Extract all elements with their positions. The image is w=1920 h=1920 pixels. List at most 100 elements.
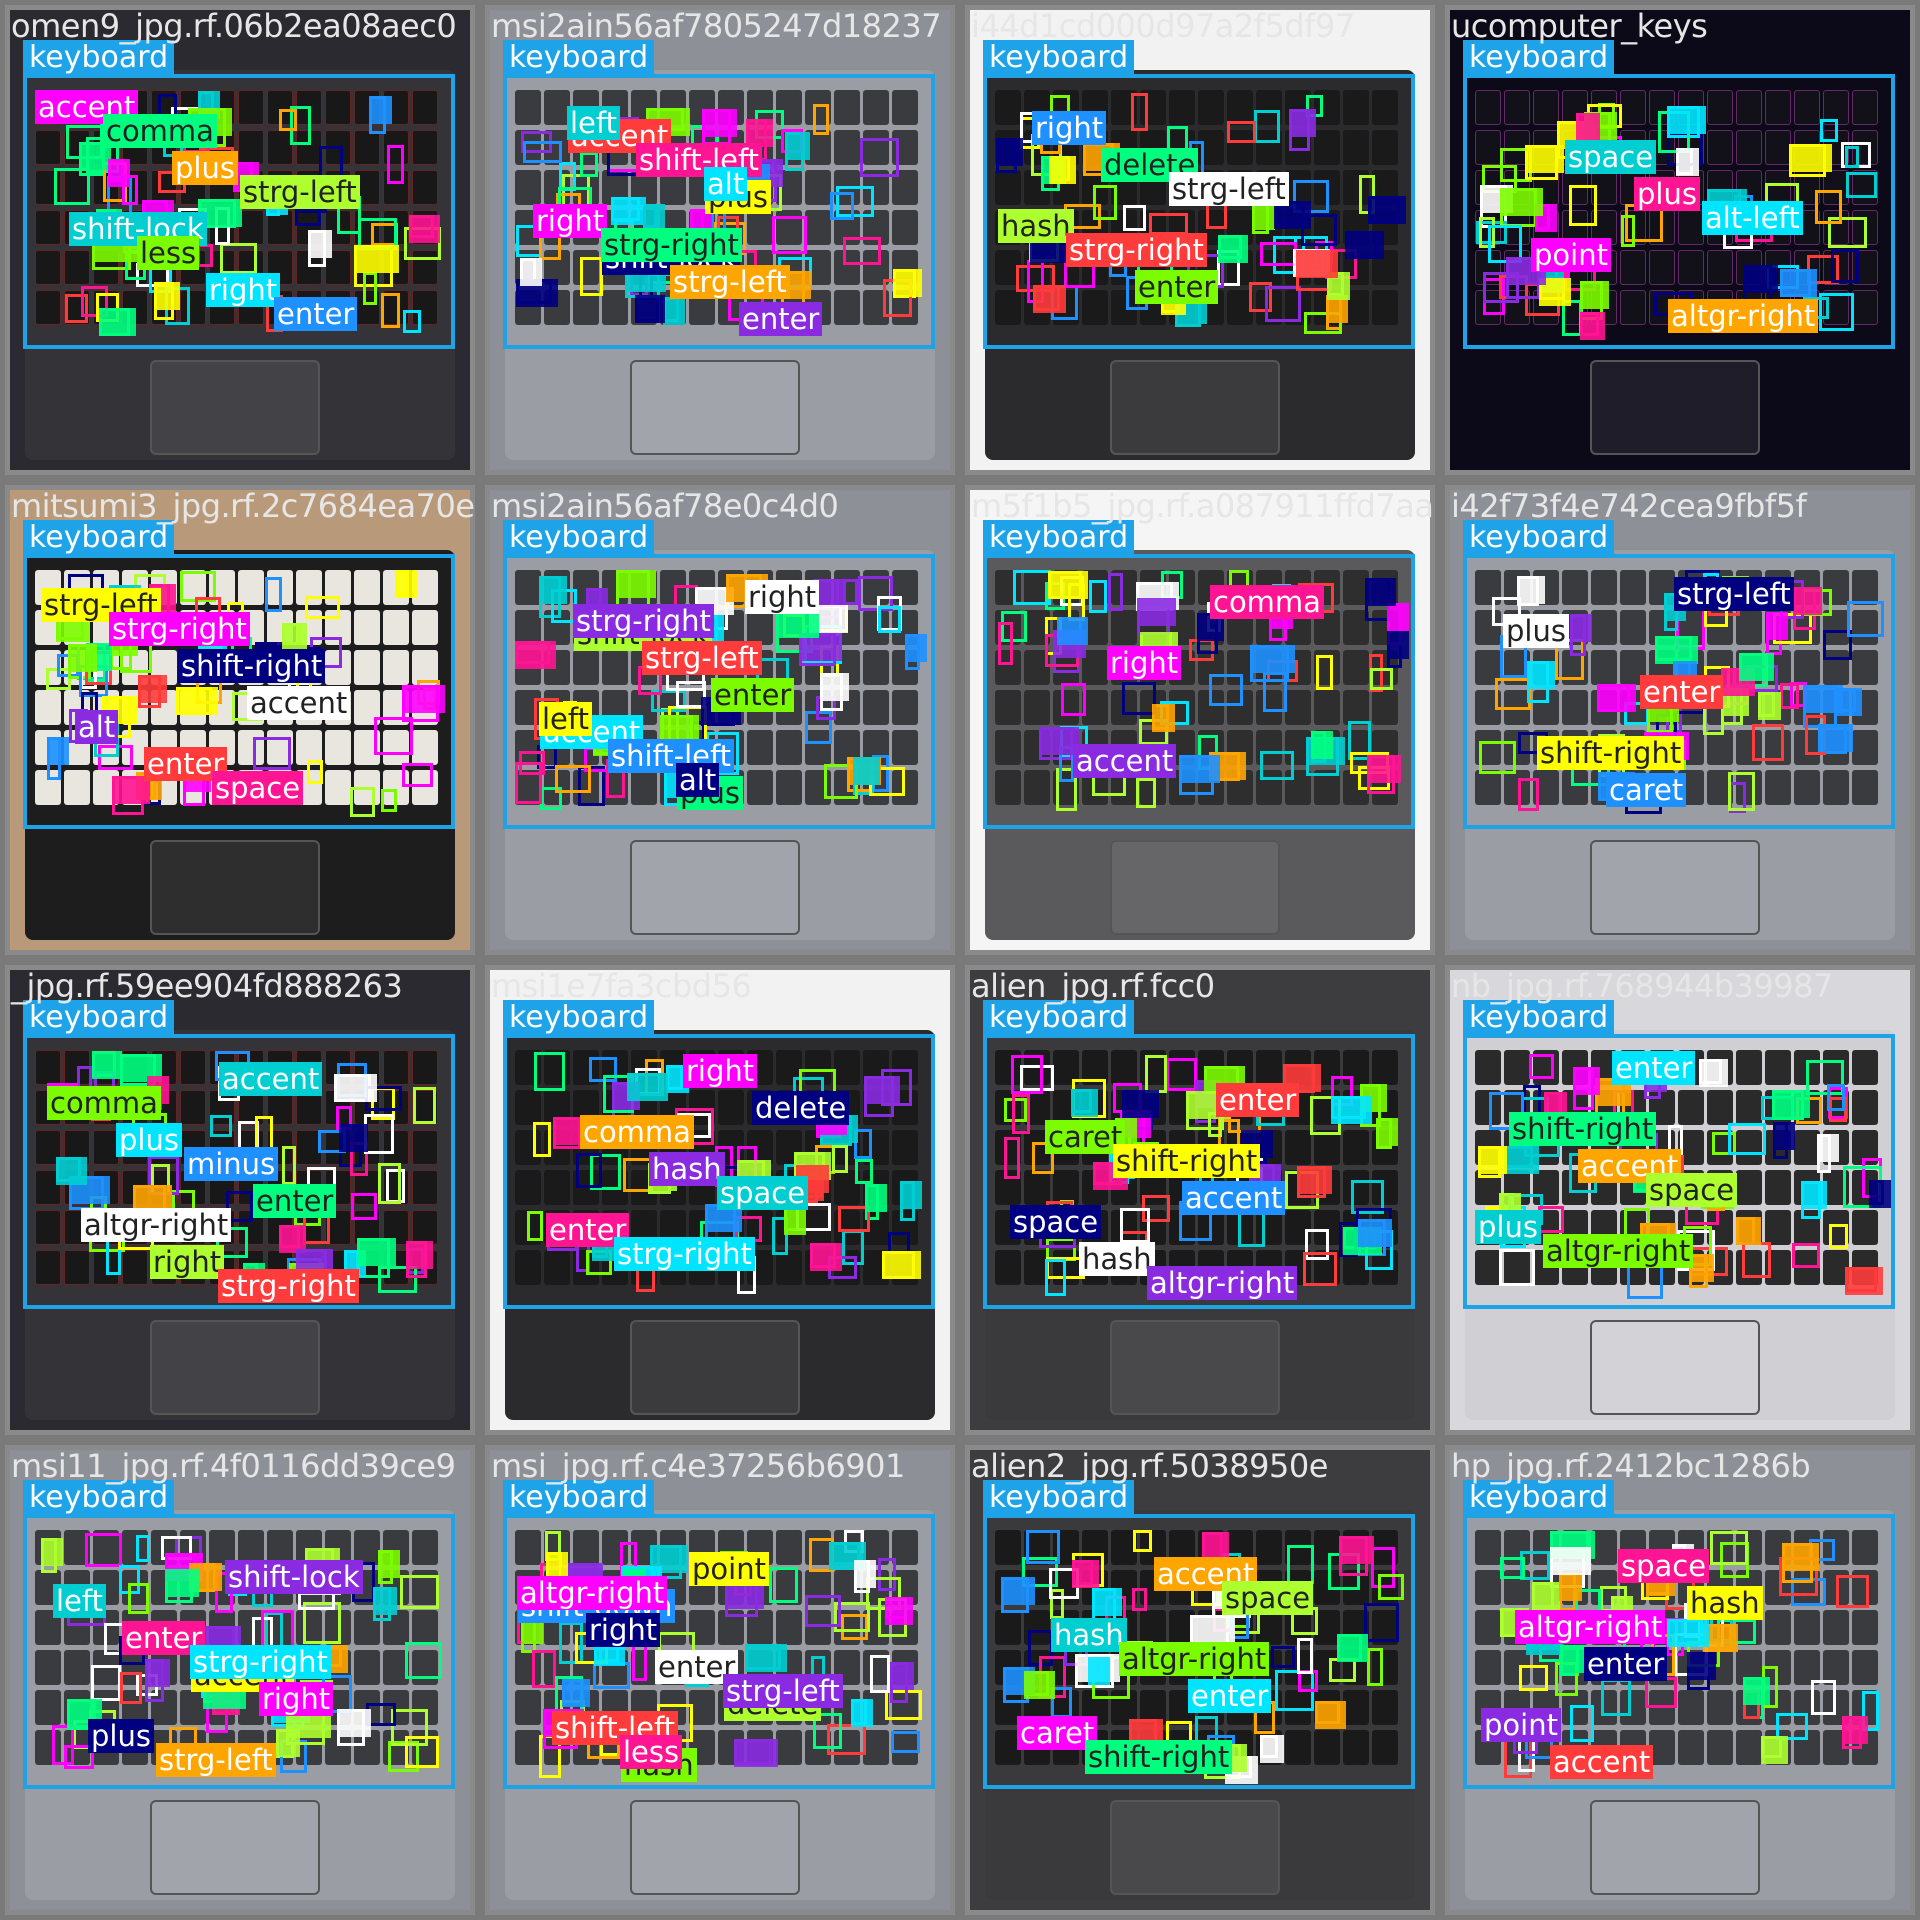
keyboard-label: keyboard <box>503 40 655 76</box>
key-label-delete: delete <box>752 1091 850 1125</box>
key-label-right: right <box>150 1245 225 1279</box>
image-filename: i44d1cd000d97a2f5df97 <box>971 7 1355 45</box>
key-label-left: left <box>539 702 592 736</box>
keycap <box>35 290 61 325</box>
key-detection-box <box>1831 249 1859 283</box>
key-detection-tag <box>334 1074 377 1102</box>
key-label-shift-right: shift-right <box>178 649 326 683</box>
tile-10: keyboard delete hash enter right comma space st… <box>485 965 955 1435</box>
image-filename: msi2ain56af78e0c4d0 <box>491 487 839 525</box>
key-detection-tag <box>1478 1146 1507 1174</box>
key-label-strg-left: strg-left <box>240 175 360 209</box>
keyboard-label: keyboard <box>1463 1480 1615 1516</box>
key-detection-tag <box>1345 231 1384 259</box>
key-detection-box <box>1004 1137 1020 1179</box>
key-detection-box <box>1131 93 1148 131</box>
key-detection-box <box>769 1567 798 1603</box>
keycap <box>325 770 351 805</box>
key-detection-tag <box>138 675 167 703</box>
key-detection-box <box>843 579 858 605</box>
key-detection-tag <box>1517 576 1545 604</box>
keycap <box>1765 170 1791 205</box>
key-label-right: right <box>683 1054 758 1088</box>
keycap <box>296 730 322 765</box>
key-detection-box <box>1123 205 1146 231</box>
tile-3: keyboard delete hash enter right strg-left str… <box>965 5 1435 475</box>
key-detection-tag <box>1252 202 1275 230</box>
key-detection-box <box>387 145 404 184</box>
key-label-right: right <box>1107 646 1182 680</box>
key-detection-box <box>363 272 377 305</box>
key-detection-box <box>998 622 1013 665</box>
key-detection-tag <box>1527 661 1555 689</box>
keyboard-photo: keyboard accent hash enter point space altgr-r… <box>1450 1450 1910 1910</box>
key-detection-box <box>1249 282 1272 312</box>
keyboard-photo: keyboard delete hash enter right comma space st… <box>490 970 950 1430</box>
key-detection-box <box>1271 1646 1295 1668</box>
keyboard-bbox <box>23 554 455 829</box>
key-label-enter: enter <box>253 1184 337 1218</box>
key-label-left: left <box>567 106 620 140</box>
keycap <box>573 250 599 285</box>
key-detection-box <box>1847 601 1884 637</box>
key-detection-box <box>120 1672 142 1704</box>
keycap <box>354 570 380 605</box>
key-detection-box <box>265 577 282 612</box>
key-detection-tag <box>41 1538 63 1566</box>
key-detection-box <box>374 717 413 755</box>
key-detection-box <box>1479 217 1495 248</box>
keycap <box>1533 90 1559 125</box>
key-label-hash: hash <box>1079 1242 1155 1276</box>
key-detection-tag <box>1687 1652 1716 1680</box>
key-label-accent: accent <box>219 1062 323 1096</box>
key-detection-tag <box>1780 269 1817 297</box>
keyboard-photo: keyboardaccentplusshift-lockentershift-l… <box>490 490 950 950</box>
keyboard-label: keyboard <box>983 1000 1135 1036</box>
key-detection-box <box>1120 1208 1150 1243</box>
keyboard-photo: keyboard accent comma right <box>970 490 1430 950</box>
key-detection-tag <box>357 1238 396 1266</box>
keycap <box>1765 130 1791 165</box>
key-detection-box <box>1297 1638 1313 1674</box>
key-detection-tag <box>1315 1701 1346 1729</box>
keycap <box>776 210 802 245</box>
keyboard-label: keyboard <box>983 1480 1135 1516</box>
key-detection-box <box>580 257 603 296</box>
keycap <box>1678 210 1704 245</box>
key-detection-box <box>855 1159 873 1184</box>
touchpad <box>150 360 320 455</box>
key-label-left: left <box>53 1584 106 1618</box>
key-detection-tag <box>1088 1657 1110 1685</box>
key-detection-tag <box>1580 281 1609 309</box>
key-detection-box <box>1829 1224 1848 1249</box>
key-detection-box <box>350 787 375 817</box>
keycap <box>863 90 889 125</box>
key-detection-tag <box>337 1709 371 1737</box>
tile-14: keyboarddeletehashshift-downentershift-l… <box>485 1445 955 1915</box>
key-detection-box <box>1827 1084 1845 1111</box>
image-filename: msi2ain56af7805247d18237 <box>491 7 942 45</box>
keycap <box>296 570 322 605</box>
key-detection-tag <box>627 1073 668 1101</box>
keycap <box>1227 290 1253 325</box>
key-label-space: space <box>1010 1205 1102 1239</box>
keycap <box>1372 90 1398 125</box>
key-label-alt-left: alt-left <box>1702 201 1803 235</box>
key-label-strg-left: strg-left <box>1169 172 1289 206</box>
key-label-point: point <box>689 1552 769 1586</box>
key-detection-box <box>1836 1575 1869 1608</box>
key-detection-box <box>403 310 421 333</box>
keycap <box>892 210 918 245</box>
key-detection-tag <box>1071 1089 1098 1117</box>
key-detection-box <box>1845 146 1859 168</box>
key-detection-box <box>1819 293 1854 331</box>
keycap <box>995 170 1021 205</box>
keycap <box>1169 90 1195 125</box>
key-detection-box <box>405 1642 442 1679</box>
key-detection-tag <box>734 1739 778 1767</box>
key-label-strg-right: strg-right <box>1066 233 1207 267</box>
key-label-altgr-right: altgr-right <box>1543 1234 1694 1268</box>
touchpad <box>150 1800 320 1895</box>
keycap <box>805 210 831 245</box>
keycap <box>1504 90 1530 125</box>
